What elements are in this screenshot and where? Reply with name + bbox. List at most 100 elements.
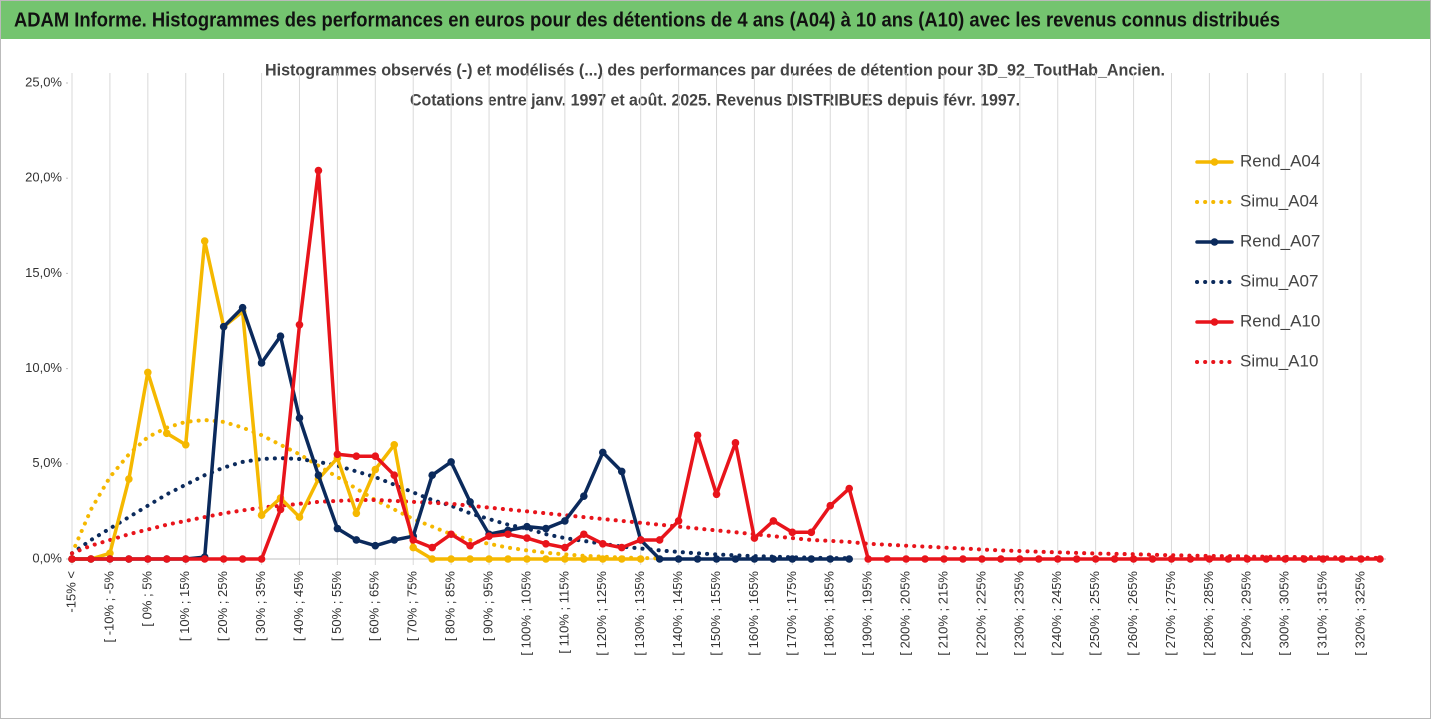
legend-label: Rend_A10 xyxy=(1240,311,1320,330)
point xyxy=(636,536,645,544)
point xyxy=(864,555,872,563)
point xyxy=(125,555,133,563)
x-tick-label: [ 100% ; 105% xyxy=(518,571,533,656)
point xyxy=(826,555,835,563)
x-tick-label: [ 270% ; 275% xyxy=(1163,571,1178,656)
point xyxy=(504,530,512,539)
point xyxy=(807,528,816,537)
point xyxy=(1300,555,1308,563)
point xyxy=(845,484,854,493)
point xyxy=(1167,555,1176,563)
x-tick-label: [ 150% ; 155% xyxy=(708,571,723,656)
point xyxy=(807,555,816,563)
x-tick-label: [ 40% ; 45% xyxy=(291,571,306,642)
point xyxy=(978,555,986,563)
point xyxy=(1281,555,1290,563)
point xyxy=(257,511,266,520)
x-tick-label: [ 80% ; 85% xyxy=(443,571,458,642)
point xyxy=(257,359,266,367)
y-tick-label: 5,0% xyxy=(32,455,62,470)
point xyxy=(1034,555,1043,563)
point xyxy=(352,452,361,460)
legend-label: Simu_A10 xyxy=(1240,351,1318,370)
point xyxy=(674,555,683,563)
point xyxy=(181,440,190,449)
point xyxy=(238,555,247,563)
point xyxy=(371,541,380,550)
point xyxy=(883,555,891,563)
point xyxy=(636,555,645,563)
legend-marker xyxy=(1210,158,1219,166)
point xyxy=(295,513,304,521)
point xyxy=(542,539,550,548)
point xyxy=(1016,555,1024,563)
point xyxy=(1224,555,1233,563)
point xyxy=(276,505,285,514)
point xyxy=(617,467,626,476)
point xyxy=(466,555,474,563)
x-tick-label: -15% < xyxy=(63,571,78,613)
point xyxy=(580,492,588,500)
point xyxy=(333,524,342,533)
model-line xyxy=(70,456,852,561)
x-tick-label: [ 230% ; 235% xyxy=(1011,571,1026,656)
point xyxy=(1186,555,1195,563)
point xyxy=(1072,555,1081,563)
point xyxy=(921,555,929,563)
legend-label: Rend_A04 xyxy=(1240,151,1320,170)
point xyxy=(181,555,190,563)
legend-label: Simu_A04 xyxy=(1240,191,1318,210)
x-tick-label: [ 130% ; 135% xyxy=(632,571,647,656)
x-tick-label: [ 20% ; 25% xyxy=(215,571,230,642)
point xyxy=(447,458,455,466)
x-tick-label: [ 30% ; 35% xyxy=(253,571,268,642)
point xyxy=(731,439,740,447)
point xyxy=(712,555,721,563)
x-tick-label: [ 320% ; 325% xyxy=(1352,571,1367,656)
point xyxy=(561,543,569,552)
point xyxy=(314,166,323,175)
header-title: ADAM Informe. Histogrammes des performan… xyxy=(14,9,1280,31)
y-tick-label: 15,0% xyxy=(25,265,62,280)
legend-label: Simu_A07 xyxy=(1240,271,1318,290)
point xyxy=(845,555,854,563)
y-tick-label: 0,0% xyxy=(32,550,62,565)
point xyxy=(1148,555,1157,563)
point xyxy=(504,555,512,563)
point xyxy=(598,448,607,457)
point xyxy=(485,555,493,563)
point xyxy=(428,471,436,480)
point xyxy=(162,429,171,438)
x-tick-label: [ 310% ; 315% xyxy=(1315,571,1330,656)
point xyxy=(106,549,114,558)
point xyxy=(390,440,399,449)
x-tick-label: [ 170% ; 175% xyxy=(784,571,799,656)
point xyxy=(1262,555,1271,563)
point xyxy=(523,522,531,531)
point xyxy=(106,555,114,563)
y-tick-label: 10,0% xyxy=(25,360,62,375)
point xyxy=(87,555,95,563)
point xyxy=(219,555,228,563)
point xyxy=(447,530,455,539)
point xyxy=(542,555,550,563)
point xyxy=(219,322,228,331)
point xyxy=(655,555,664,563)
point xyxy=(580,530,588,539)
legend-label: Rend_A07 xyxy=(1240,231,1320,250)
point xyxy=(1243,555,1252,563)
chart-subtitle: Cotations entre janv. 1997 et août. 2025… xyxy=(410,90,1020,109)
point xyxy=(940,555,948,563)
point xyxy=(1357,555,1365,563)
point xyxy=(295,321,304,329)
point xyxy=(902,555,910,563)
point xyxy=(959,555,967,563)
point xyxy=(693,431,702,440)
point xyxy=(598,555,607,563)
point xyxy=(788,555,797,563)
point xyxy=(712,490,721,499)
point xyxy=(1319,555,1327,563)
point xyxy=(997,555,1005,563)
observed-line xyxy=(70,168,1382,561)
